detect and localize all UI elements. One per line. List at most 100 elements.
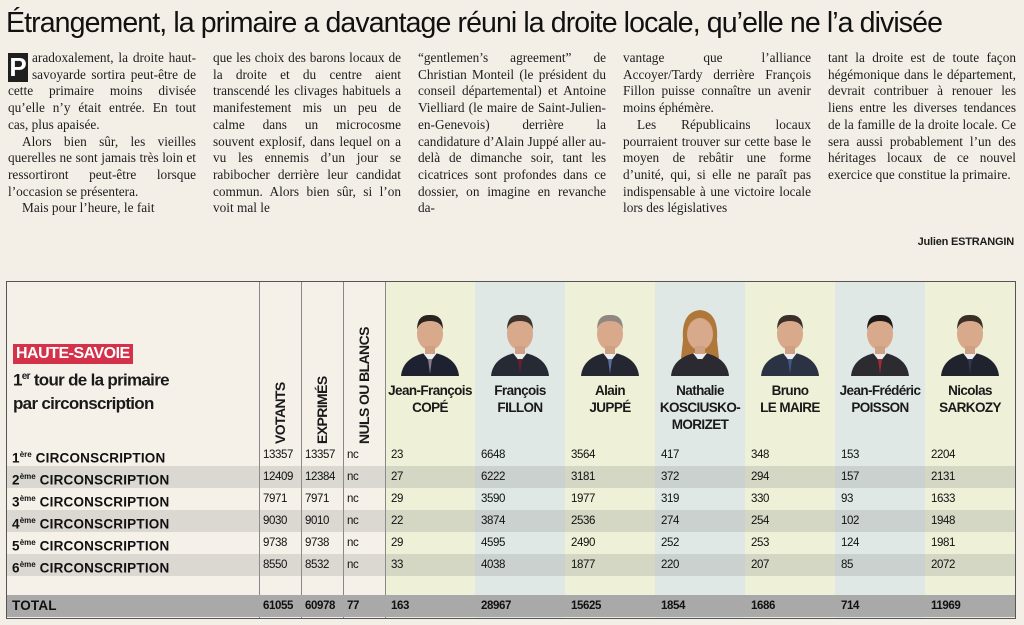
- score-cell: 29: [391, 537, 403, 549]
- candidate-last-name: COPÉ: [412, 400, 448, 415]
- score-cell: 254: [751, 515, 769, 527]
- table-row: 6ème CIRCONSCRIPTION 8550 8532 nc 33 4038 1877…: [7, 554, 1015, 576]
- candidate-portrait: [395, 304, 465, 376]
- candidate-portrait: [845, 304, 915, 376]
- results-table: HAUTE-SAVOIE 1er tour de la primaire par…: [6, 281, 1016, 619]
- score-cell: 157: [841, 471, 859, 483]
- exprimes-cell: 13357: [305, 449, 335, 461]
- votants-cell: 9738: [263, 537, 287, 549]
- score-cell: 417: [661, 449, 679, 461]
- nuls-cell: nc: [347, 449, 359, 461]
- exprimes-cell: 7971: [305, 493, 329, 505]
- table-subtitle: 1er tour de la primaire: [13, 366, 243, 391]
- score-cell: 15625: [571, 600, 601, 612]
- candidate-last-name-line2: MORIZET: [671, 417, 729, 432]
- score-cell: 2131: [931, 471, 955, 483]
- table-row: 2ème CIRCONSCRIPTION 12409 12384 nc 27 6222 31…: [7, 466, 1015, 488]
- column-header-nuls-blancs: NULS OU BLANCS: [356, 327, 372, 444]
- exprimes-cell: 8532: [305, 559, 329, 571]
- exprimes-cell: 12384: [305, 471, 335, 483]
- paragraph-text: aradoxalement, la droite haut-savoyarde …: [8, 50, 196, 132]
- score-cell: 1633: [931, 493, 955, 505]
- score-cell: 2490: [571, 537, 595, 549]
- candidate-last-name: FILLON: [497, 400, 543, 415]
- votants-cell: 9030: [263, 515, 287, 527]
- candidate-name: Bruno LE MAIRE: [745, 382, 835, 416]
- score-cell: 2072: [931, 559, 955, 571]
- candidate-last-name: LE MAIRE: [760, 400, 820, 415]
- score-cell: 348: [751, 449, 769, 461]
- candidate-name: Alain JUPPÉ: [565, 382, 655, 416]
- article-paragraph: tant la droite est de toute façon hégémo…: [828, 50, 1016, 182]
- candidate-first-name: Nathalie: [676, 383, 724, 398]
- score-cell: 1948: [931, 515, 955, 527]
- article-paragraph: Alors bien sûr, les vieilles querelles n…: [8, 133, 196, 199]
- score-cell: 124: [841, 537, 859, 549]
- column-divider: [343, 282, 344, 618]
- table-row: 1ère CIRCONSCRIPTION 13357 13357 nc 23 6648 35…: [7, 444, 1015, 466]
- score-cell: 2204: [931, 449, 955, 461]
- candidate-first-name: Nicolas: [948, 383, 992, 398]
- score-cell: 28967: [481, 600, 511, 612]
- candidate-portrait: [575, 304, 645, 376]
- score-cell: 3181: [571, 471, 595, 483]
- score-cell: 6648: [481, 449, 505, 461]
- candidate-last-name: JUPPÉ: [589, 400, 631, 415]
- votants-cell: 61055: [263, 600, 293, 612]
- score-cell: 85: [841, 559, 853, 571]
- candidate-first-name: François: [494, 383, 546, 398]
- score-cell: 23: [391, 449, 403, 461]
- score-cell: 153: [841, 449, 859, 461]
- row-label: 2ème CIRCONSCRIPTION: [12, 472, 170, 488]
- score-cell: 2536: [571, 515, 595, 527]
- score-cell: 330: [751, 493, 769, 505]
- score-cell: 1981: [931, 537, 955, 549]
- article-column-4: vantage que l’alliance Accoyer/Tardy der…: [623, 50, 811, 217]
- score-cell: 11969: [931, 600, 961, 612]
- candidate-name: François FILLON: [475, 382, 565, 416]
- subtitle-number: 1: [13, 370, 22, 390]
- score-cell: 372: [661, 471, 679, 483]
- article-paragraph: vantage que l’alliance Accoyer/Tardy der…: [623, 50, 811, 116]
- score-cell: 1977: [571, 493, 595, 505]
- candidate-header: François FILLON: [475, 302, 565, 442]
- candidate-name: Nicolas SARKOZY: [925, 382, 1015, 416]
- subtitle-sup: er: [21, 371, 31, 382]
- score-cell: 6222: [481, 471, 505, 483]
- article-column-5: tant la droite est de toute façon hégémo…: [828, 50, 1016, 184]
- author-signature: Julien Estrangin: [918, 236, 1015, 248]
- candidate-name: Jean-François COPÉ: [385, 382, 475, 416]
- score-cell: 319: [661, 493, 679, 505]
- region-badge: HAUTE-SAVOIE: [13, 344, 133, 364]
- table-row: 5ème CIRCONSCRIPTION 9738 9738 nc 29 4595 2490…: [7, 532, 1015, 554]
- table-row: 4ème CIRCONSCRIPTION 9030 9010 nc 22 3874 2536…: [7, 510, 1015, 532]
- candidate-last-name: KOSCIUSKO-: [659, 400, 741, 415]
- candidate-portrait: [755, 304, 825, 376]
- score-cell: 1686: [751, 600, 775, 612]
- score-cell: 714: [841, 600, 859, 612]
- score-cell: 4595: [481, 537, 505, 549]
- row-label: TOTAL: [12, 598, 57, 613]
- score-cell: 3874: [481, 515, 505, 527]
- candidate-header: Alain JUPPÉ: [565, 302, 655, 442]
- score-cell: 29: [391, 493, 403, 505]
- drop-cap: P: [8, 52, 28, 82]
- score-cell: 252: [661, 537, 679, 549]
- nuls-cell: 77: [347, 600, 359, 612]
- score-cell: 93: [841, 493, 853, 505]
- article-column-3: “gentlemen’s agreement” de Christian Mon…: [418, 50, 606, 217]
- candidate-last-name: POISSON: [851, 400, 909, 415]
- subtitle-text: tour de la primaire: [29, 370, 170, 390]
- article-column-2: que les choix des barons locaux de la dr…: [213, 50, 401, 217]
- score-cell: 163: [391, 600, 409, 612]
- table-title: HAUTE-SAVOIE 1er tour de la primaire par…: [13, 344, 243, 414]
- total-row: TOTAL 61055 60978 77 163 28967 15625 1854 1686 71…: [7, 595, 1015, 617]
- row-label: 5ème CIRCONSCRIPTION: [12, 538, 170, 554]
- row-label: 4ème CIRCONSCRIPTION: [12, 516, 170, 532]
- score-cell: 33: [391, 559, 403, 571]
- score-cell: 4038: [481, 559, 505, 571]
- column-header-exprimes: EXPRIMÉS: [314, 376, 330, 444]
